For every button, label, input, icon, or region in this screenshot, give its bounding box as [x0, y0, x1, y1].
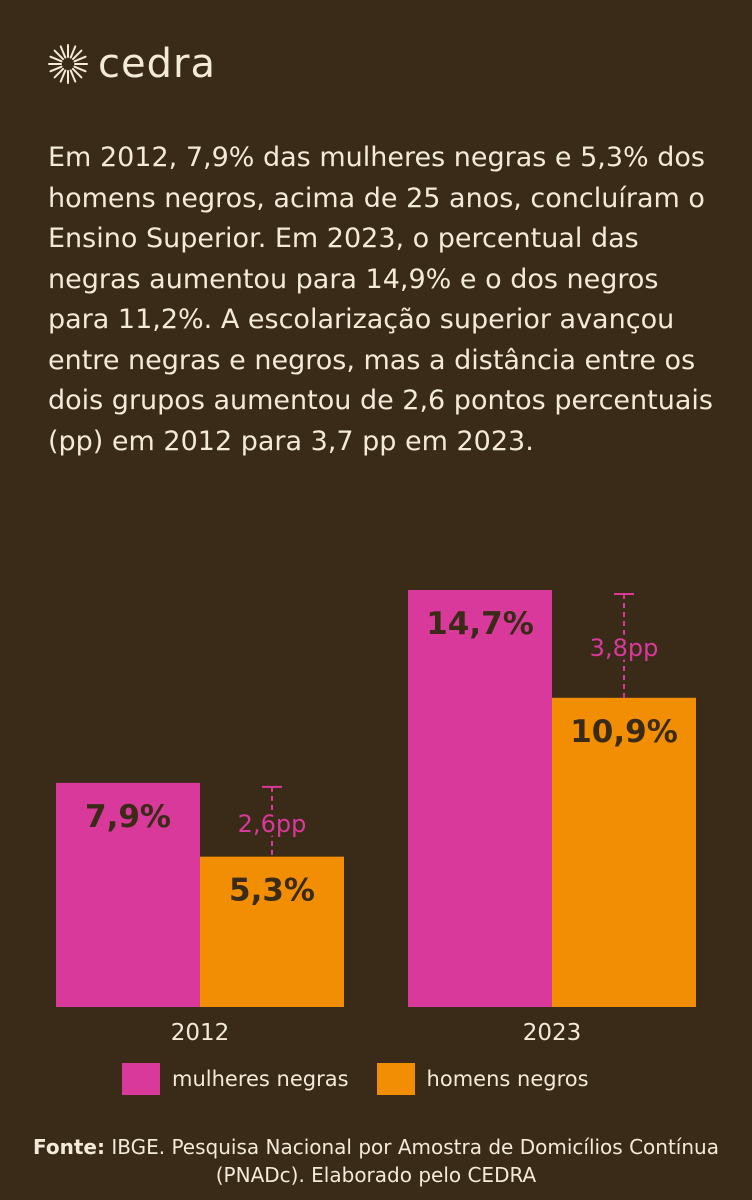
legend-swatch-mulheres [122, 1063, 160, 1095]
sunburst-ray [59, 69, 67, 83]
category-label-2012: 2012 [171, 1020, 230, 1046]
source-text: IBGE. Pesquisa Nacional por Amostra de D… [104, 1135, 719, 1187]
sunburst-ray [73, 55, 87, 63]
bar-homens-2012 [200, 856, 344, 1007]
chart-legend: mulheres negras homens negros [122, 1063, 617, 1095]
bar-chart: 7,9% 5,3% 2,6pp 2012 14,7% 10,9% 3,8pp 2023 [56, 590, 696, 1046]
data-label-homens-2012: 5,3% [229, 873, 315, 909]
source-prefix: Fonte: [33, 1135, 105, 1159]
gap-label-2012: 2,6pp [238, 810, 307, 838]
sunburst-ray [49, 55, 63, 63]
data-label-mulheres-2023: 14,7% [426, 606, 534, 642]
sunburst-ray [71, 49, 83, 61]
bar-mulheres-2023 [408, 590, 552, 1007]
sunburst-ray [53, 49, 65, 61]
data-label-homens-2023: 10,9% [570, 714, 678, 750]
gap-label-2023: 3,8pp [590, 634, 659, 662]
legend-item-mulheres: mulheres negras [122, 1063, 349, 1095]
sunburst-ray [71, 67, 83, 79]
legend-swatch-homens [376, 1063, 415, 1095]
sunburst-icon [48, 44, 88, 84]
source-note: Fonte: IBGE. Pesquisa Nacional por Amost… [30, 1133, 722, 1189]
sunburst-ray [69, 45, 77, 59]
bar-homens-2023 [552, 697, 696, 1007]
brand-logo: cedra [46, 42, 216, 86]
legend-label-homens: homens negros [426, 1067, 589, 1091]
sunburst-ray [53, 67, 65, 79]
legend-item-homens: homens negros [376, 1063, 589, 1095]
sunburst-ray [49, 65, 63, 73]
intro-text: Em 2012, 7,9% das mulheres negras e 5,3%… [48, 142, 713, 457]
sunburst-ray [59, 45, 67, 59]
brand-name: cedra [98, 41, 216, 87]
sunburst-ray [73, 65, 87, 73]
data-label-mulheres-2012: 7,9% [85, 799, 171, 835]
category-label-2023: 2023 [523, 1020, 582, 1046]
bar-mulheres-2012 [56, 782, 200, 1007]
legend-label-mulheres: mulheres negras [172, 1067, 349, 1091]
sunburst-ray [69, 69, 77, 83]
